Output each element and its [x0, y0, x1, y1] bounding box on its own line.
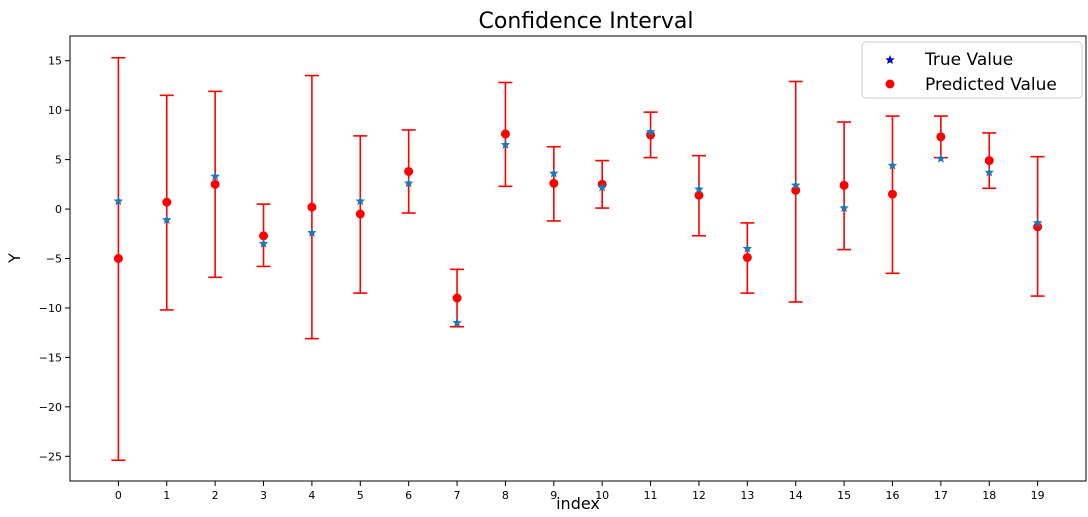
x-tick-label: 12 [692, 489, 706, 502]
true-value-point [355, 196, 366, 206]
predicted-value-series [113, 129, 1043, 303]
x-tick-label: 4 [308, 489, 315, 502]
y-tick-label: 5 [55, 154, 62, 167]
y-tick-label: −15 [39, 351, 62, 364]
x-axis-title: index [556, 494, 600, 513]
predicted-value-point [162, 197, 172, 207]
x-tick-label: 2 [212, 489, 219, 502]
x-tick-label: 15 [837, 489, 851, 502]
chart-title: Confidence Interval [479, 9, 694, 34]
legend-box [861, 41, 1083, 99]
y-tick-label: −10 [39, 302, 62, 315]
predicted-value-point [113, 254, 123, 263]
legend-true-value-marker [885, 55, 895, 65]
true-value-point [307, 227, 317, 237]
predicted-value-point [887, 189, 897, 199]
true-value-point [839, 203, 849, 213]
x-tick-label: 11 [644, 489, 658, 502]
predicted-value-point [694, 190, 704, 200]
x-tick-label: 7 [454, 489, 461, 502]
x-tick-label: 13 [740, 489, 754, 502]
predicted-value-point [452, 293, 462, 303]
y-tick-label: −5 [46, 253, 62, 266]
x-tick-label: 0 [115, 489, 122, 502]
x-tick-label: 18 [982, 489, 996, 502]
x-tick-label: 6 [405, 489, 412, 502]
predicted-value-point [355, 209, 365, 219]
predicted-value-point [646, 130, 656, 140]
true-value-point [936, 153, 946, 163]
x-tick-label: 17 [934, 489, 948, 502]
true-value-point [694, 184, 704, 194]
predicted-value-point [500, 129, 510, 139]
true-value-point [1032, 217, 1043, 227]
true-value-point [113, 196, 124, 206]
legend-predicted-value-marker [885, 79, 895, 89]
x-tick-label: 3 [260, 489, 267, 502]
true-value-point [162, 214, 172, 224]
predicted-value-point [839, 180, 849, 190]
predicted-value-point [742, 253, 752, 263]
true-value-point [597, 182, 607, 192]
predicted-value-point [404, 166, 414, 176]
true-value-series [113, 126, 1043, 327]
predicted-value-point [549, 178, 559, 188]
y-tick-label: 0 [55, 203, 62, 216]
y-tick-label: −25 [39, 450, 62, 463]
true-value-point [984, 167, 994, 177]
x-tick-label: 19 [1031, 489, 1045, 502]
x-tick-label: 5 [357, 489, 364, 502]
true-value-point [452, 317, 462, 327]
legend-predicted-value-label: Predicted Value [925, 75, 1057, 95]
legend: True Value Predicted Value [861, 41, 1083, 99]
x-tick-label: 1 [163, 489, 170, 502]
y-axis: −25 −20 −15 −10 −5 0 5 10 15 [39, 55, 70, 463]
y-tick-label: −20 [39, 401, 62, 414]
true-value-point [258, 238, 269, 248]
true-value-point [645, 126, 656, 136]
true-value-point [790, 180, 801, 190]
true-value-point [210, 171, 220, 181]
predicted-value-point [936, 132, 946, 142]
true-value-point [742, 243, 753, 253]
legend-true-value-label: True Value [924, 50, 1013, 70]
x-tick-label: 10 [595, 489, 609, 502]
predicted-value-point [259, 231, 269, 241]
x-tick-label: 8 [502, 489, 509, 502]
x-tick-label: 9 [550, 489, 557, 502]
star-icon [885, 55, 895, 65]
y-tick-label: 15 [48, 55, 62, 68]
predicted-value-point [307, 202, 317, 212]
x-tick-label: 14 [789, 489, 803, 502]
x-axis: 0 1 2 3 4 5 6 7 8 9 10 11 12 13 14 15 16 17 18 19 [115, 481, 1045, 502]
true-value-point [549, 168, 559, 178]
true-value-point [887, 160, 898, 170]
true-value-point [500, 139, 511, 149]
y-axis-title: Y [5, 253, 24, 264]
plot-area [69, 35, 1087, 482]
true-value-point [403, 178, 414, 188]
predicted-value-point [984, 156, 994, 166]
predicted-value-point [210, 179, 220, 189]
x-tick-label: 16 [885, 489, 899, 502]
y-tick-label: 10 [48, 104, 62, 117]
